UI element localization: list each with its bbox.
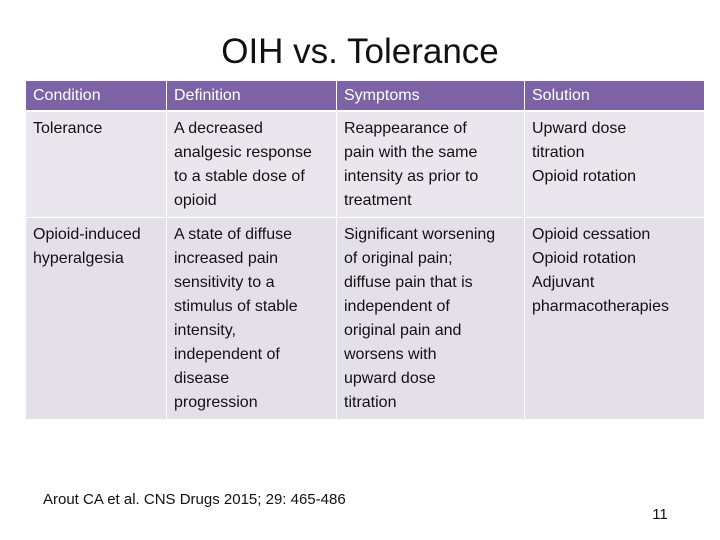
cell-condition: Opioid-induced hyperalgesia xyxy=(26,218,167,420)
cell-text: Opioid rotation xyxy=(532,250,637,267)
citation: Arout CA et al. CNS Drugs 2015; 29: 465-… xyxy=(43,491,346,508)
cell-text: Opioid-induced xyxy=(33,226,141,243)
cell-text: sensitivity to a xyxy=(174,274,275,291)
cell-text: to a stable dose of xyxy=(174,168,305,185)
cell-symptoms: Significant worsening of original pain; … xyxy=(337,218,525,420)
cell-condition: Tolerance xyxy=(26,112,167,218)
cell-text: independent of xyxy=(174,346,280,363)
comparison-table: Condition Definition Symptoms Solution T… xyxy=(26,81,704,420)
slide-title: OIH vs. Tolerance xyxy=(221,32,499,71)
cell-text: analgesic response xyxy=(174,144,312,161)
table-row: Opioid-induced hyperalgesia A state of d… xyxy=(26,218,704,420)
cell-definition: A state of diffuse increased pain sensit… xyxy=(167,218,337,420)
cell-text: A state of diffuse xyxy=(174,226,293,243)
cell-solution: Upward dose titration Opioid rotation xyxy=(525,112,704,218)
cell-text: Opioid cessation xyxy=(532,226,651,243)
cell-text: diffuse pain that is xyxy=(344,274,473,291)
cell-text: Significant worsening xyxy=(344,226,496,243)
cell-definition: A decreased analgesic response to a stab… xyxy=(167,112,337,218)
header-condition: Condition xyxy=(26,81,167,112)
cell-text: pain with the same xyxy=(344,144,478,161)
header-definition: Definition xyxy=(167,81,337,112)
cell-text: stimulus of stable xyxy=(174,298,298,315)
cell-text: Reappearance of xyxy=(344,120,467,137)
cell-text: treatment xyxy=(344,192,412,209)
cell-solution: Opioid cessation Opioid rotation Adjuvan… xyxy=(525,218,704,420)
cell-text: Tolerance xyxy=(33,120,103,137)
cell-text: opioid xyxy=(174,192,217,209)
header-solution: Solution xyxy=(525,81,704,112)
cell-text: increased pain xyxy=(174,250,279,267)
table-row: Tolerance A decreased analgesic response… xyxy=(26,112,704,218)
cell-text: titration xyxy=(344,394,397,411)
cell-text: upward dose xyxy=(344,370,436,387)
cell-text: worsens with xyxy=(344,346,437,363)
cell-text: pharmacotherapies xyxy=(532,298,669,315)
cell-text: disease xyxy=(174,370,230,387)
cell-text: titration xyxy=(532,144,585,161)
header-symptoms: Symptoms xyxy=(337,81,525,112)
cell-text: progression xyxy=(174,394,258,411)
cell-text: A decreased xyxy=(174,120,263,137)
cell-symptoms: Reappearance of pain with the same inten… xyxy=(337,112,525,218)
page-number: 11 xyxy=(652,506,668,523)
cell-text: independent of xyxy=(344,298,450,315)
cell-text: Upward dose xyxy=(532,120,627,137)
table-header-row: Condition Definition Symptoms Solution xyxy=(26,81,704,112)
cell-text: Opioid rotation xyxy=(532,168,637,185)
cell-text: of original pain; xyxy=(344,250,453,267)
cell-text: Adjuvant xyxy=(532,274,595,291)
cell-text: hyperalgesia xyxy=(33,250,124,267)
cell-text: original pain and xyxy=(344,322,462,339)
cell-text: intensity as prior to xyxy=(344,168,479,185)
cell-text: intensity, xyxy=(174,322,236,339)
